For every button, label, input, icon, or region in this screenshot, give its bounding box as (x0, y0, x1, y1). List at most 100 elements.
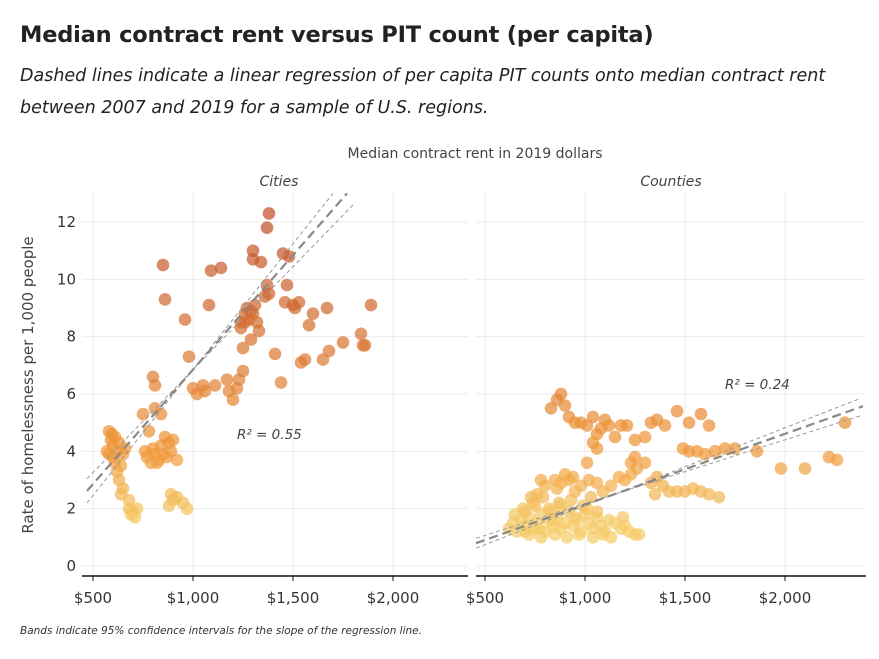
panel-title: Counties (640, 174, 701, 190)
data-point (830, 453, 844, 467)
data-point (694, 407, 708, 421)
x-axis-title: Median contract rent in 2019 dollars (348, 146, 603, 162)
data-point (604, 531, 618, 544)
data-point (586, 410, 600, 424)
regression-line (475, 405, 864, 545)
y-tick-label: 0 (66, 557, 76, 575)
data-point (166, 493, 180, 507)
data-point (170, 453, 184, 467)
data-point (568, 511, 582, 524)
data-point (358, 339, 372, 352)
x-tick-label: $500 (74, 589, 112, 607)
data-point (638, 456, 652, 470)
data-point (292, 296, 306, 309)
data-point (712, 490, 726, 504)
data-point (114, 459, 128, 473)
confidence-band-upper (475, 397, 862, 549)
data-point (226, 393, 240, 407)
data-point (572, 528, 586, 541)
data-point (602, 419, 616, 432)
confidence-band-lower (475, 415, 862, 539)
data-point (590, 505, 604, 518)
regression-line (86, 192, 348, 492)
data-point (260, 221, 274, 234)
data-point (354, 327, 368, 341)
data-point (182, 350, 196, 364)
data-point (718, 442, 732, 455)
data-point (750, 445, 764, 458)
data-point (220, 373, 234, 387)
confidence-band-lower (86, 204, 354, 480)
data-point (122, 493, 136, 507)
data-point (252, 324, 266, 338)
data-point (158, 293, 172, 306)
data-point (246, 244, 260, 257)
data-point (658, 419, 672, 432)
y-tick-label: 4 (66, 442, 76, 460)
data-point (198, 384, 212, 398)
data-point (202, 298, 216, 312)
y-tick-label: 2 (66, 500, 76, 518)
data-point (282, 250, 296, 263)
y-tick-label: 12 (57, 213, 76, 231)
r-squared-annotation: R² = 0.55 (237, 427, 302, 443)
data-point (608, 430, 622, 444)
data-point (306, 307, 320, 321)
data-point (298, 353, 312, 366)
data-point (150, 456, 164, 470)
data-point (322, 344, 336, 358)
data-point (268, 347, 282, 361)
y-tick-label: 8 (66, 328, 76, 346)
data-point (146, 370, 160, 384)
data-point (838, 416, 852, 430)
data-point (584, 490, 598, 504)
confidence-band-upper (86, 192, 334, 504)
data-point (516, 502, 530, 515)
data-point (708, 445, 722, 458)
data-point (774, 462, 788, 475)
data-point (178, 313, 192, 326)
x-tick-label: $500 (466, 589, 504, 607)
x-tick-label: $1,000 (167, 589, 220, 607)
y-tick-label: 6 (66, 385, 76, 403)
data-point (274, 376, 288, 389)
data-point (560, 531, 574, 544)
data-point (244, 333, 258, 346)
data-point (236, 341, 250, 355)
data-point (158, 430, 172, 444)
data-point (204, 264, 218, 278)
data-point (142, 425, 156, 438)
data-point (128, 511, 142, 524)
panel-title: Cities (260, 174, 299, 190)
data-point (590, 442, 604, 455)
data-point (320, 301, 334, 315)
data-point (534, 473, 548, 487)
data-point (532, 522, 546, 535)
y-axis-title: Rate of homelessness per 1,000 people (19, 236, 37, 533)
y-tick-label: 10 (57, 270, 76, 288)
data-point (566, 470, 580, 484)
x-tick-label: $1,500 (267, 589, 320, 607)
chart-subtitle: Dashed lines indicate a linear regressio… (20, 66, 826, 118)
data-point (632, 528, 646, 541)
data-point (336, 336, 350, 349)
x-tick-label: $1,000 (559, 589, 612, 607)
data-point (102, 447, 116, 461)
data-point (638, 430, 652, 444)
data-point (558, 399, 572, 412)
data-point (254, 255, 268, 269)
data-point (238, 316, 252, 329)
data-point (628, 450, 642, 464)
data-point (620, 419, 634, 432)
data-point (670, 404, 684, 418)
data-point (702, 488, 716, 501)
data-point (518, 525, 532, 538)
data-point (702, 419, 716, 432)
footnote: Bands indicate 95% confidence intervals … (20, 625, 422, 637)
data-point (280, 278, 294, 292)
data-point (108, 430, 122, 444)
data-point (524, 490, 538, 504)
data-point (136, 407, 150, 421)
data-point (208, 379, 222, 392)
